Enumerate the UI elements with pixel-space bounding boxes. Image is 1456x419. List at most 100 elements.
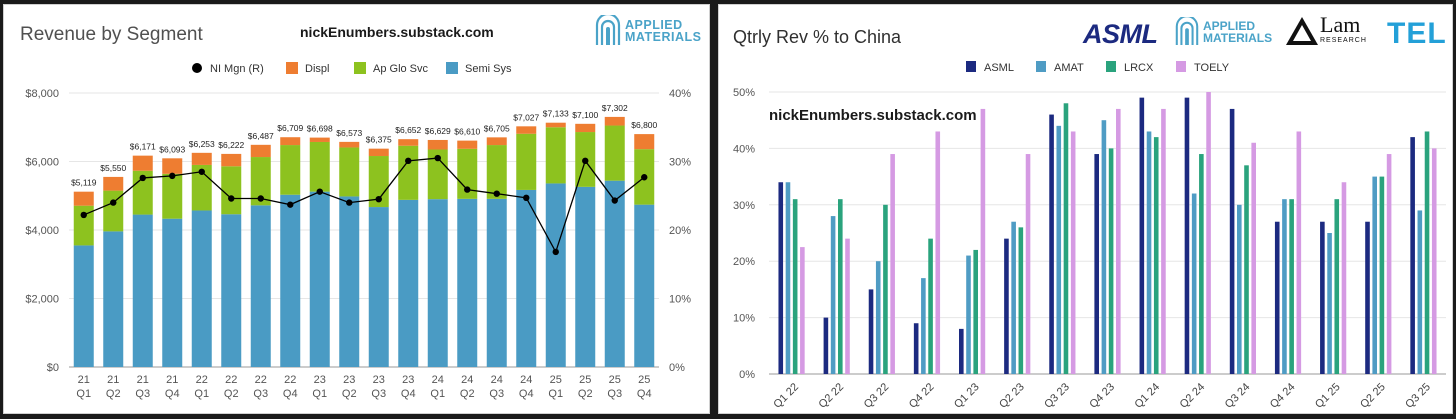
stacked-bar-segment-semi-sys [486, 198, 507, 367]
stacked-bar-segment-semi-sys [427, 199, 448, 367]
logo-word-applied: APPLIED [1203, 19, 1256, 33]
y-tick-label: $2,000 [25, 294, 59, 306]
x-tick-year: 25 [579, 374, 591, 386]
stacked-bar-segment-semi-sys [604, 180, 625, 367]
x-tick-quarter: Q2 [578, 388, 593, 400]
bar-asml [778, 182, 784, 374]
tel-logo: TEL [1387, 17, 1447, 50]
bar-total-label: $5,550 [100, 163, 126, 173]
bar-amat [921, 278, 926, 374]
bar-lrcx [1289, 199, 1294, 374]
lam-triangle-icon [1286, 17, 1318, 45]
x-tick-quarter: Q4 [165, 388, 180, 400]
stacked-bar-segment-ap-glo-svc [339, 147, 360, 197]
stacked-bar-segment-semi-sys [73, 245, 94, 367]
stacked-bar-segment-displ [427, 139, 448, 150]
bar-asml [1184, 97, 1190, 374]
ni-margin-point [169, 172, 176, 180]
legend-label: Ap Glo Svc [373, 63, 429, 75]
revenue-chart: $0 $2,000 $4,000 $6,000 $8,000 0% 10% 20% 30% 40%… [25, 62, 691, 400]
y-tick-label: 20% [733, 256, 755, 268]
bar-total-label: $6,093 [159, 144, 185, 154]
x-tick-label: Q2 22 [817, 381, 847, 411]
ni-margin-point [582, 157, 589, 165]
bar-asml [1049, 114, 1054, 374]
china-revenue-chart: 0% 10% 20% 30% 40% 50% Q1 22 Q2 22 Q3 22 Q4 22 Q1 … [733, 61, 1446, 411]
bar-total-label: $6,709 [277, 123, 303, 133]
bar-total-label: $7,100 [572, 110, 598, 120]
y-tick-label: $8,000 [25, 88, 59, 100]
stacked-bar-segment-ap-glo-svc [221, 166, 242, 215]
y2-tick-label: 30% [669, 157, 691, 169]
x-tick-year: 21 [137, 374, 149, 386]
bar-lrcx [973, 249, 978, 374]
stacked-bar-segment-semi-sys [398, 199, 419, 367]
stacked-bar-segment-ap-glo-svc [545, 127, 566, 184]
bar-asml [913, 323, 919, 374]
stacked-bar-segment-semi-sys [368, 207, 389, 367]
x-tick-year: 25 [550, 374, 562, 386]
bar-toely [800, 247, 805, 374]
legend-label: LRCX [1124, 62, 1154, 74]
x-tick-quarter: Q1 [76, 388, 91, 400]
bar-lrcx [838, 199, 843, 374]
bar-lrcx [1063, 103, 1069, 374]
y-tick-label: 30% [733, 200, 755, 212]
right-site-label: nickEnumbers.substack.com [769, 107, 977, 124]
legend-label: NI Mgn (R) [210, 63, 264, 75]
bar-toely [1431, 148, 1437, 374]
x-tick-label: Q3 22 [862, 381, 892, 411]
x-tick-quarter: Q3 [135, 388, 150, 400]
x-tick-label: Q2 24 [1178, 381, 1208, 411]
revenue-by-segment-panel: Revenue by Segment nickEnumbers.substack… [3, 4, 710, 414]
ni-margin-point [316, 188, 323, 195]
x-tick-year: 23 [402, 374, 414, 386]
legend-marker [1036, 61, 1046, 72]
stacked-bar-segment-semi-sys [103, 231, 124, 367]
stacked-bar-segment-semi-sys [545, 183, 566, 367]
bar-toely [980, 108, 986, 375]
bar-total-label: $7,027 [513, 112, 539, 122]
bar-amat [1191, 193, 1197, 374]
bar-asml [1229, 108, 1235, 375]
bar-toely [1341, 182, 1347, 374]
lam-research-wordmark: RESEARCH [1320, 37, 1367, 44]
bar-lrcx [1108, 148, 1114, 374]
bar-asml [1004, 238, 1009, 374]
stacked-bar-segment-displ [250, 144, 271, 158]
ni-margin-point [405, 157, 412, 165]
x-tick-label: Q1 25 [1313, 381, 1343, 411]
stacked-bar-segment-ap-glo-svc [103, 190, 124, 232]
ni-margin-point [228, 195, 235, 202]
legend-label: Semi Sys [465, 63, 512, 75]
bar-asml [959, 328, 964, 374]
legend-marker [192, 63, 202, 73]
x-tick-label: Q1 23 [952, 381, 982, 411]
x-tick-quarter: Q1 [194, 388, 209, 400]
applied-materials-icon [1175, 17, 1199, 45]
lam-research-logo: Lam RESEARCH [1285, 14, 1367, 47]
x-tick-year: 22 [225, 374, 237, 386]
ni-margin-point [552, 248, 559, 256]
bar-amat [1372, 176, 1377, 374]
bar-asml [1365, 221, 1370, 374]
x-tick-label: Q4 24 [1268, 381, 1298, 411]
x-tick-quarter: Q3 [489, 388, 504, 400]
stacked-bar-segment-displ [634, 134, 655, 150]
stacked-bar-segment-ap-glo-svc [604, 125, 625, 181]
y-tick-label: $6,000 [25, 157, 59, 169]
x-tick-year: 24 [520, 374, 532, 386]
ni-margin-point [641, 174, 648, 181]
stacked-bar-segment-semi-sys [280, 194, 301, 367]
stacked-bar-segment-semi-sys [221, 214, 242, 367]
asml-logo: ASML [1083, 19, 1158, 49]
ni-margin-line [83, 157, 645, 254]
x-tick-year: 24 [432, 374, 444, 386]
logo-word-materials: MATERIALS [625, 30, 702, 44]
x-tick-year: 21 [78, 374, 90, 386]
stacked-bar-segment-displ [368, 148, 389, 157]
left-chart-title: Revenue by Segment [20, 24, 203, 45]
y-tick-label: 40% [733, 143, 755, 155]
x-tick-quarter: Q3 [607, 388, 622, 400]
stacked-bar-segment-displ [191, 152, 212, 165]
